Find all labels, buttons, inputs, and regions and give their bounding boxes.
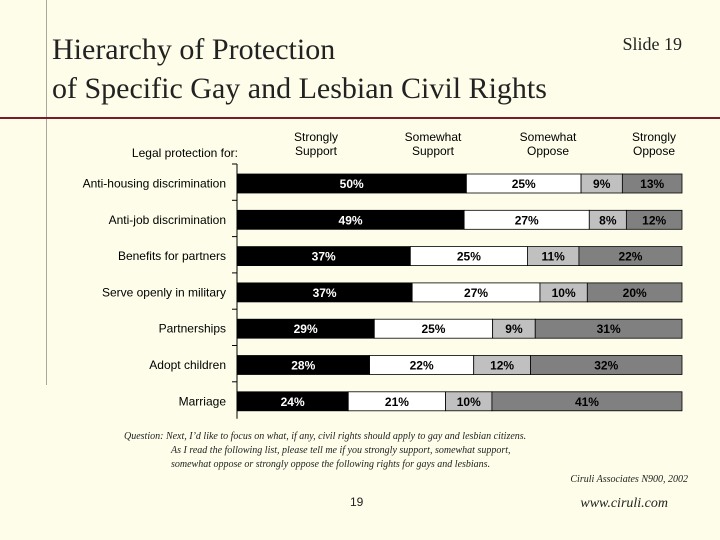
data-label: 25% <box>512 177 536 191</box>
data-label: 37% <box>313 286 337 300</box>
question-line-2: As I read the following list, please tel… <box>171 445 511 456</box>
bar-segment <box>530 355 683 375</box>
data-label: 10% <box>552 286 576 300</box>
title-rule-left <box>0 117 30 119</box>
legend-header-strongly-oppose: Oppose <box>633 144 675 158</box>
data-label: 12% <box>642 213 666 227</box>
left-accent-bar <box>0 0 47 385</box>
legend-header-strongly-support: Support <box>295 144 338 158</box>
data-label: 31% <box>597 322 621 336</box>
bar-segment <box>586 282 683 303</box>
data-label: 28% <box>291 359 315 373</box>
website: www.ciruli.com <box>580 496 668 511</box>
data-label: 10% <box>457 395 481 409</box>
row-header: Legal protection for: <box>132 146 238 160</box>
title-rule <box>30 117 720 119</box>
title-line-1: Hierarchy of Protection <box>52 33 336 66</box>
legend-header-somewhat-oppose: Oppose <box>527 144 569 158</box>
data-label: 12% <box>490 359 514 373</box>
survey-question: Question: Next, I’d like to focus on wha… <box>124 430 594 472</box>
category-label: Serve openly in military <box>102 285 226 299</box>
data-label: 13% <box>640 177 664 191</box>
data-label: 9% <box>593 177 611 191</box>
legend-header-somewhat-support: Support <box>412 144 455 158</box>
category-label: Anti-job discrimination <box>109 213 226 227</box>
slide-title: Hierarchy of Protection of Specific Gay … <box>52 30 547 108</box>
category-label: Marriage <box>179 394 227 408</box>
bar-segment <box>578 246 683 267</box>
bar-segment <box>625 209 683 230</box>
data-label: 22% <box>410 359 434 373</box>
legend-header-strongly-support: Strongly <box>294 130 338 144</box>
data-label: 29% <box>294 322 318 336</box>
bar-segment <box>491 391 683 412</box>
data-label: 9% <box>505 322 523 336</box>
question-line-3: somewhat oppose or strongly oppose the f… <box>171 459 491 470</box>
data-label: 25% <box>421 322 445 336</box>
data-label: 50% <box>340 177 364 191</box>
slide-label: Slide 19 <box>622 34 682 54</box>
legend-header-somewhat-oppose: Somewhat <box>520 130 577 144</box>
data-label: 20% <box>623 286 647 300</box>
bar-segment <box>534 318 683 339</box>
bar-segment <box>621 173 683 194</box>
data-label: 27% <box>464 286 488 300</box>
data-label: 41% <box>575 395 599 409</box>
data-label: 37% <box>312 250 336 264</box>
category-label: Adopt children <box>149 358 226 372</box>
question-line-1: Question: Next, I’d like to focus on wha… <box>124 431 527 442</box>
data-label: 32% <box>594 359 618 373</box>
data-label: 27% <box>515 213 539 227</box>
source-note: Ciruli Associates N900, 2002 <box>570 474 688 485</box>
title-line-2: of Specific Gay and Lesbian Civil Rights <box>52 72 547 105</box>
data-label: 8% <box>599 213 617 227</box>
data-label: 11% <box>542 250 566 264</box>
data-label: 49% <box>339 213 363 227</box>
category-label: Partnerships <box>159 322 226 336</box>
data-label: 24% <box>281 395 305 409</box>
page-number: 19 <box>350 495 364 509</box>
category-label: Anti-housing discrimination <box>83 177 226 191</box>
legend-header-strongly-oppose: Strongly <box>632 130 676 144</box>
category-label: Benefits for partners <box>118 249 226 263</box>
data-label: 22% <box>618 250 642 264</box>
data-label: 25% <box>457 250 481 264</box>
data-label: 21% <box>385 395 409 409</box>
legend-header-somewhat-support: Somewhat <box>405 130 462 144</box>
